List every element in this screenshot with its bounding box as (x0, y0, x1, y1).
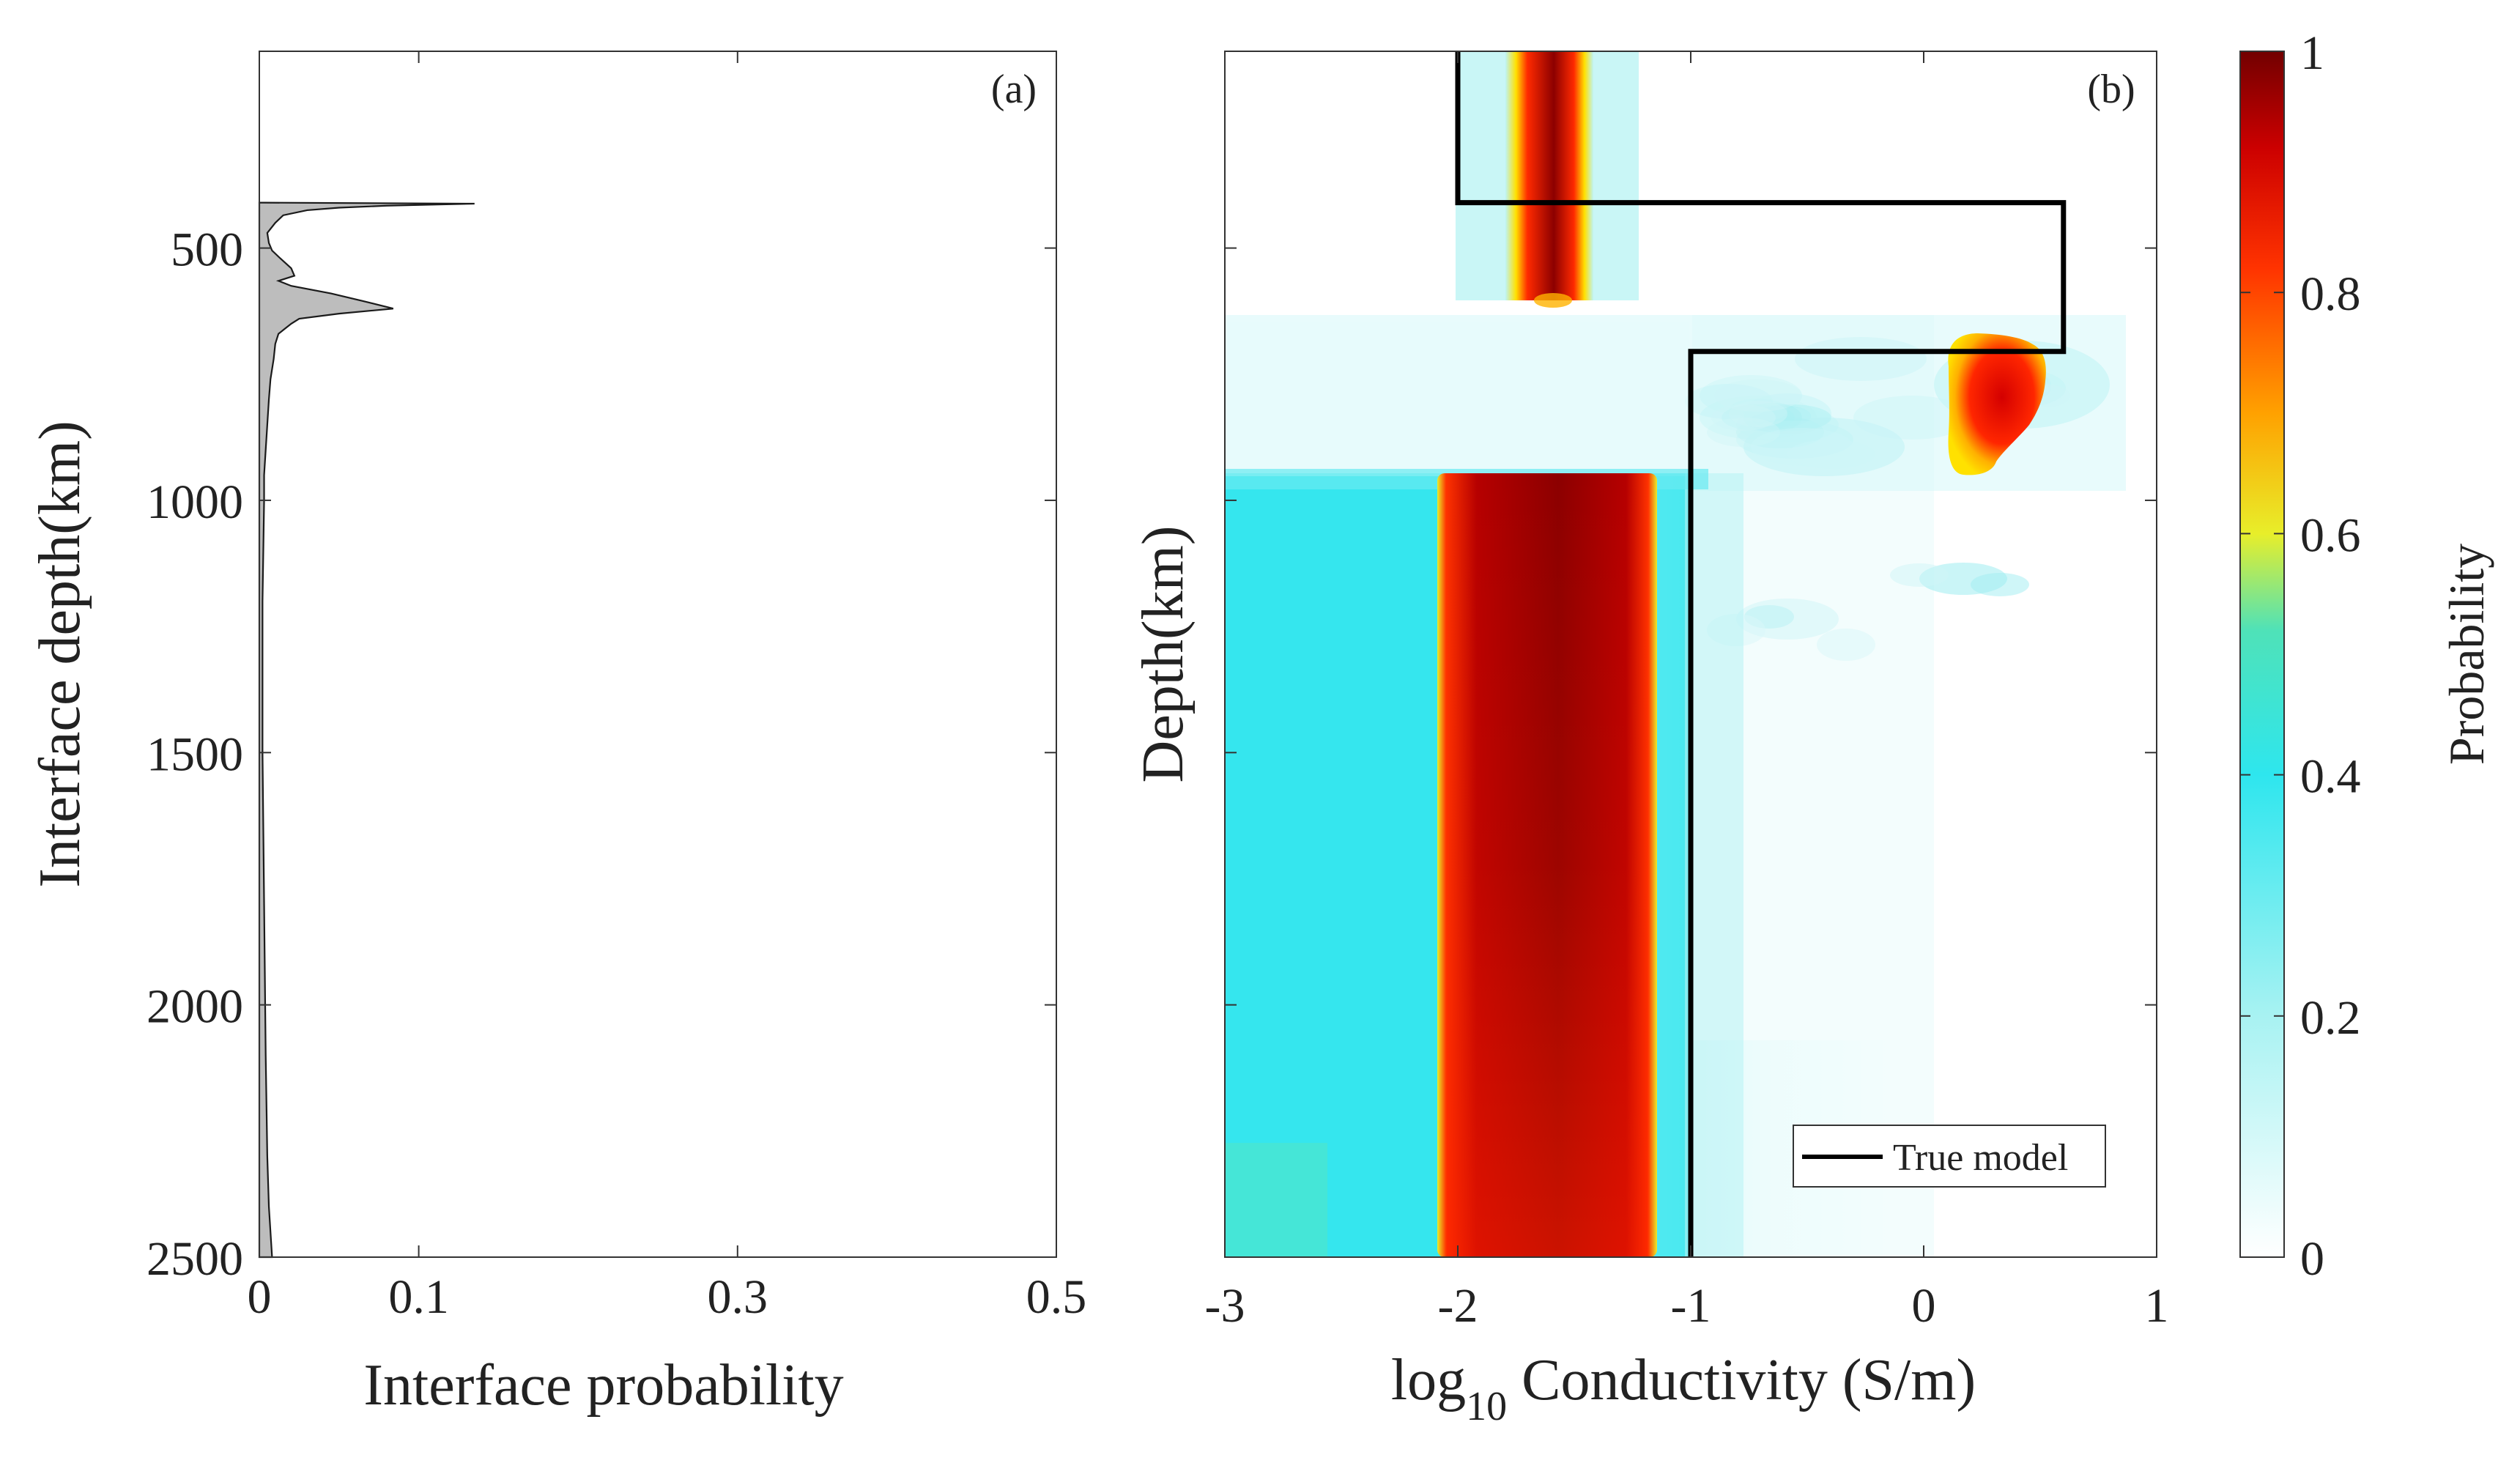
heatmap-smudge (1736, 416, 1824, 448)
panel-b-x-axis-title: log10 Conductivity (S/m) (1391, 1348, 1976, 1429)
legend-label: True model (1893, 1137, 2068, 1179)
colorbar-ticks: 0 0.2 0.4 0.6 0.8 1 (2240, 26, 2361, 1286)
x-axis-log: log (1391, 1348, 1466, 1412)
panel-b-label: (b) (2087, 67, 2135, 112)
heatmap-smudge (1714, 379, 1802, 412)
panel-b-x-tick-label: -3 (1205, 1279, 1245, 1333)
panel-a-ticks: 0 0.1 0.3 0.5 500 1000 1500 2000 2500 (147, 51, 1086, 1324)
heatmap-smudge (1971, 573, 2029, 596)
heatmap-deep-halo-right-fade (1685, 473, 1743, 1257)
panel-a-y-tick-label: 2500 (147, 1232, 243, 1286)
heatmap-smudge (1817, 629, 1875, 661)
x-axis-log-base: 10 (1466, 1384, 1507, 1429)
heatmap-upper-core (1505, 51, 1593, 300)
heatmap-smudge (1736, 407, 1839, 442)
heatmap-smudge (1743, 403, 1802, 432)
heatmap-smudge (1707, 418, 1780, 447)
panel-a-y-axis-title: Interface depth(km) (28, 421, 92, 887)
panel-a-x-tick-label: 0 (248, 1270, 272, 1324)
panel-b-x-tick-label: 0 (1912, 1279, 1936, 1333)
heatmap-smudge (1751, 428, 1853, 466)
colorbar-tick-label: 0.2 (2300, 991, 2361, 1045)
panel-b-y-axis-title: Depth(km) (1131, 525, 1196, 782)
panel-a-y-tick-label: 1000 (147, 475, 243, 529)
panel-a-x-axis-title: Interface probability (363, 1353, 843, 1418)
colorbar-gradient (2239, 51, 2285, 1258)
colorbar-tick-label: 0.4 (2300, 750, 2361, 804)
colorbar-tick-label: 0.8 (2300, 267, 2361, 321)
panel-b-conductivity-heatmap: -3 -2 -1 0 1 (b) True model log10 Conductivi… (1131, 51, 2169, 1429)
heatmap-transition-blob (1948, 333, 2046, 475)
colorbar-tick-label: 0 (2300, 1232, 2324, 1286)
heatmap-smudge (1853, 396, 1971, 440)
panel-a-label: (a) (991, 67, 1037, 112)
heatmap-smudge (1722, 404, 1795, 431)
panel-b-x-tick-label: 1 (2145, 1279, 2169, 1333)
heatmap-smudge (1685, 384, 1773, 419)
interface-probability-area (258, 201, 475, 1259)
panel-a-y-tick-label: 2000 (147, 980, 243, 1034)
panel-a-x-tick-label: 0.1 (388, 1270, 449, 1324)
heatmap-smudge (1890, 563, 1949, 587)
colorbar-tick-label: 1 (2300, 26, 2324, 80)
panel-a-y-tick-label: 1500 (147, 727, 243, 781)
heatmap-smudge (1736, 421, 1853, 459)
heatmap-smudge (1751, 404, 1831, 431)
colorbar-tick-label: 0.6 (2300, 508, 2361, 562)
panel-a-x-tick-label: 0.3 (708, 1270, 768, 1324)
true-model-line (1455, 51, 2067, 1257)
panel-a-y-tick-label: 500 (171, 223, 243, 277)
colorbar-title: Probability (2439, 544, 2494, 765)
panel-a-x-tick-label: 0.5 (1026, 1270, 1087, 1324)
heatmap-deep-halo-top (1225, 322, 1689, 476)
legend: True model (1793, 1125, 2106, 1188)
x-axis-units: Conductivity (S/m) (1507, 1348, 1976, 1412)
heatmap-smudge (1729, 401, 1787, 427)
colorbar: 0 0.2 0.4 0.6 0.8 1 Probability (2239, 26, 2494, 1286)
panel-a-interface-probability: 0 0.1 0.3 0.5 500 1000 1500 2000 2500 (a) Interf… (28, 51, 1086, 1418)
heatmap-deep-halo-lower-left (1225, 1143, 1327, 1257)
heatmap-smudge (1795, 337, 1927, 381)
panel-b-x-tick-label: -2 (1438, 1279, 1478, 1333)
heatmap-smudge (1711, 404, 1776, 431)
heatmap-deep-core-fade (1447, 473, 1648, 1257)
heatmap-smudge (1764, 406, 1811, 426)
panel-b-ticks: -3 -2 -1 0 1 (1205, 51, 2169, 1333)
heatmap-smudge (1700, 396, 1817, 440)
heatmap-field (1225, 51, 2126, 1257)
heatmap-smudge (1729, 399, 1787, 422)
heatmap-upper-core-bottom (1534, 293, 1572, 308)
heatmap-smudge (1787, 440, 1875, 469)
panel-b-x-tick-label: -1 (1671, 1279, 1711, 1333)
